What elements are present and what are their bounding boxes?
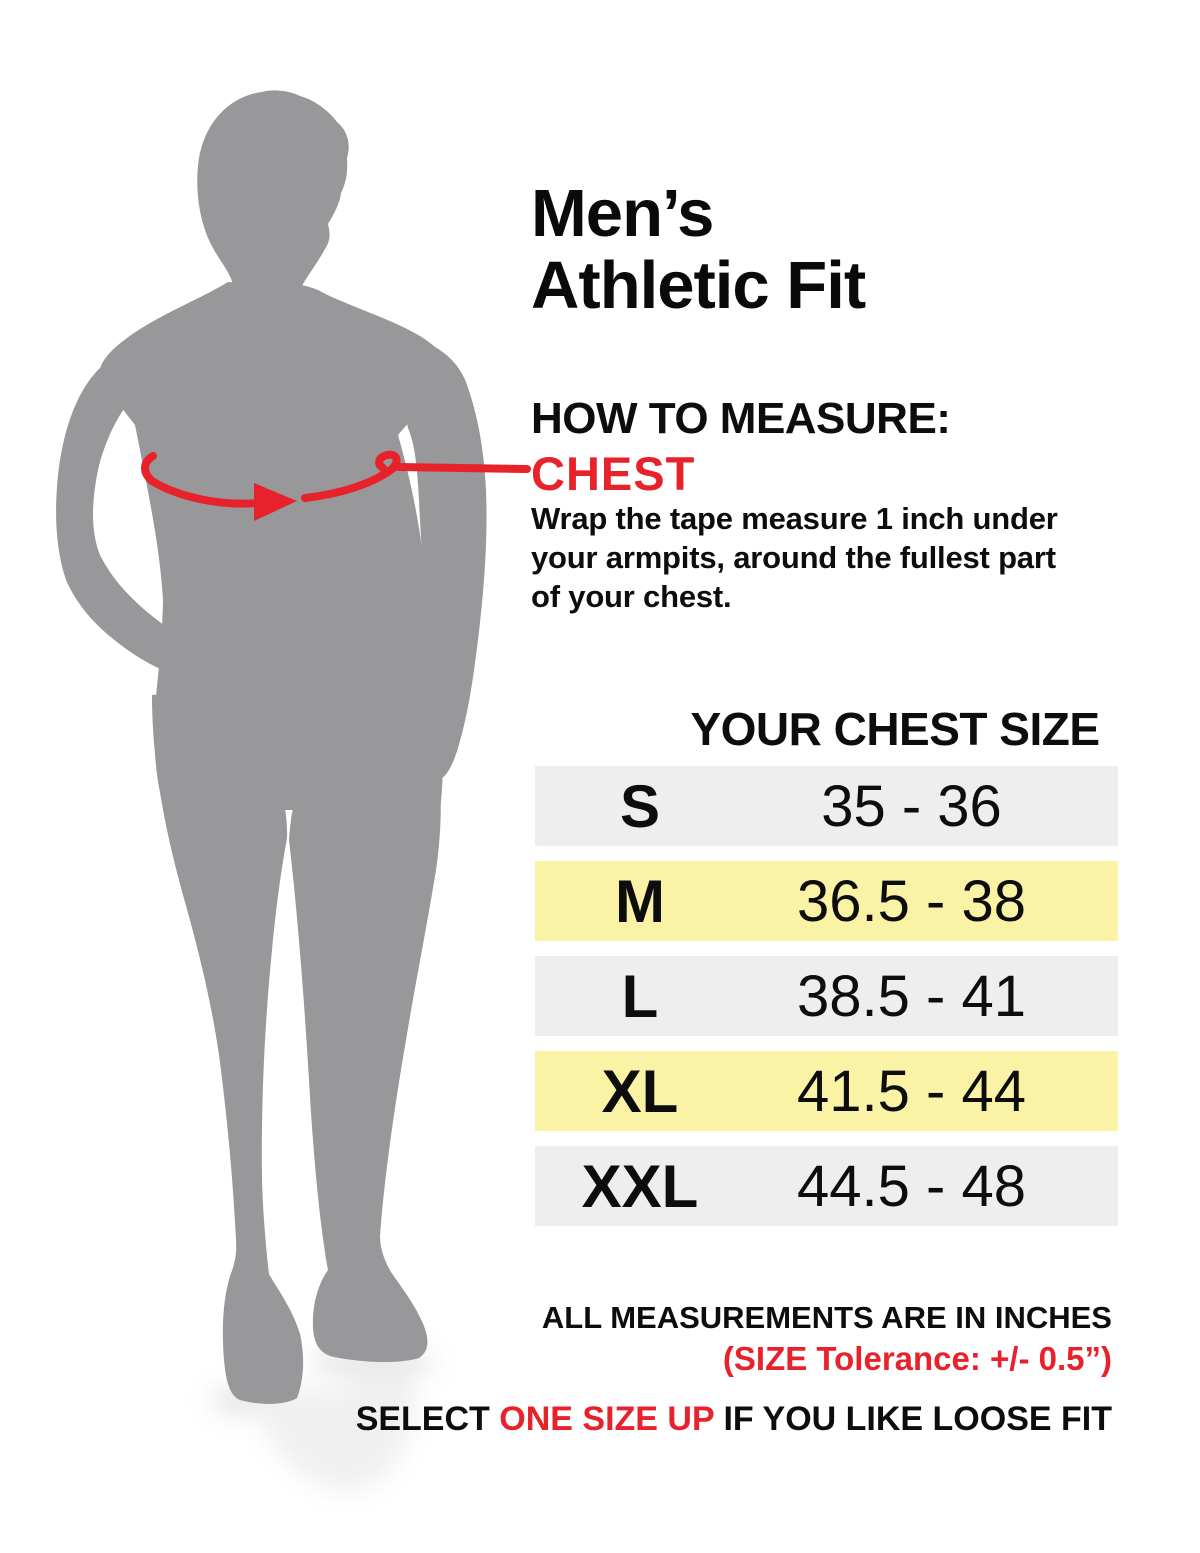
description-line-3: of your chest. <box>531 579 732 614</box>
title-line-2: Athletic Fit <box>531 247 866 323</box>
size-label: XL <box>601 1057 679 1125</box>
size-range: 41.5 - 44 <box>797 1058 1026 1124</box>
chest-arrowhead <box>254 483 297 521</box>
page-title: Men’s Athletic Fit <box>531 176 866 323</box>
loose-fit-highlight: ONE SIZE UP <box>499 1400 715 1438</box>
size-range: 36.5 - 38 <box>797 868 1026 934</box>
chest-measure-arrow <box>141 450 531 508</box>
loose-fit-suffix: IF YOU LIKE LOOSE FIT <box>714 1400 1112 1438</box>
size-row-m: M 36.5 - 38 <box>535 861 1118 941</box>
size-table-header: YOUR CHEST SIZE <box>690 703 1100 755</box>
chest-measure-description: Wrap the tape measure 1 inch under your … <box>531 499 1058 616</box>
size-range: 35 - 36 <box>821 773 1002 839</box>
size-row-xxl: XXL 44.5 - 48 <box>535 1146 1118 1226</box>
chest-label: CHEST <box>531 447 696 500</box>
size-label: M <box>615 867 665 935</box>
title-line-1: Men’s <box>531 176 714 251</box>
size-range: 38.5 - 41 <box>797 963 1026 1029</box>
size-row-xl: XL 41.5 - 44 <box>535 1051 1118 1131</box>
how-to-measure-heading: HOW TO MEASURE: <box>531 394 951 443</box>
note-loose-fit: SELECT ONE SIZE UP IF YOU LIKE LOOSE FIT <box>356 1400 1112 1439</box>
size-label: S <box>619 772 661 840</box>
size-label: L <box>621 962 659 1030</box>
size-table: S 35 - 36 M 36.5 - 38 L 38.5 - 41 XL 41.… <box>535 766 1118 1241</box>
note-measurements: ALL MEASUREMENTS ARE IN INCHES <box>541 1300 1112 1335</box>
size-row-s: S 35 - 36 <box>535 766 1118 846</box>
note-size-tolerance: (SIZE Tolerance: +/- 0.5”) <box>722 1340 1112 1377</box>
loose-fit-prefix: SELECT <box>355 1400 500 1438</box>
size-range: 44.5 - 48 <box>797 1153 1026 1219</box>
description-line-2: your armpits, around the fullest part <box>531 540 1056 575</box>
man-silhouette <box>56 90 487 1404</box>
chest-connector-line <box>394 463 531 473</box>
size-row-l: L 38.5 - 41 <box>535 956 1118 1036</box>
size-label: XXL <box>581 1152 699 1220</box>
description-line-1: Wrap the tape measure 1 inch under <box>531 501 1058 536</box>
